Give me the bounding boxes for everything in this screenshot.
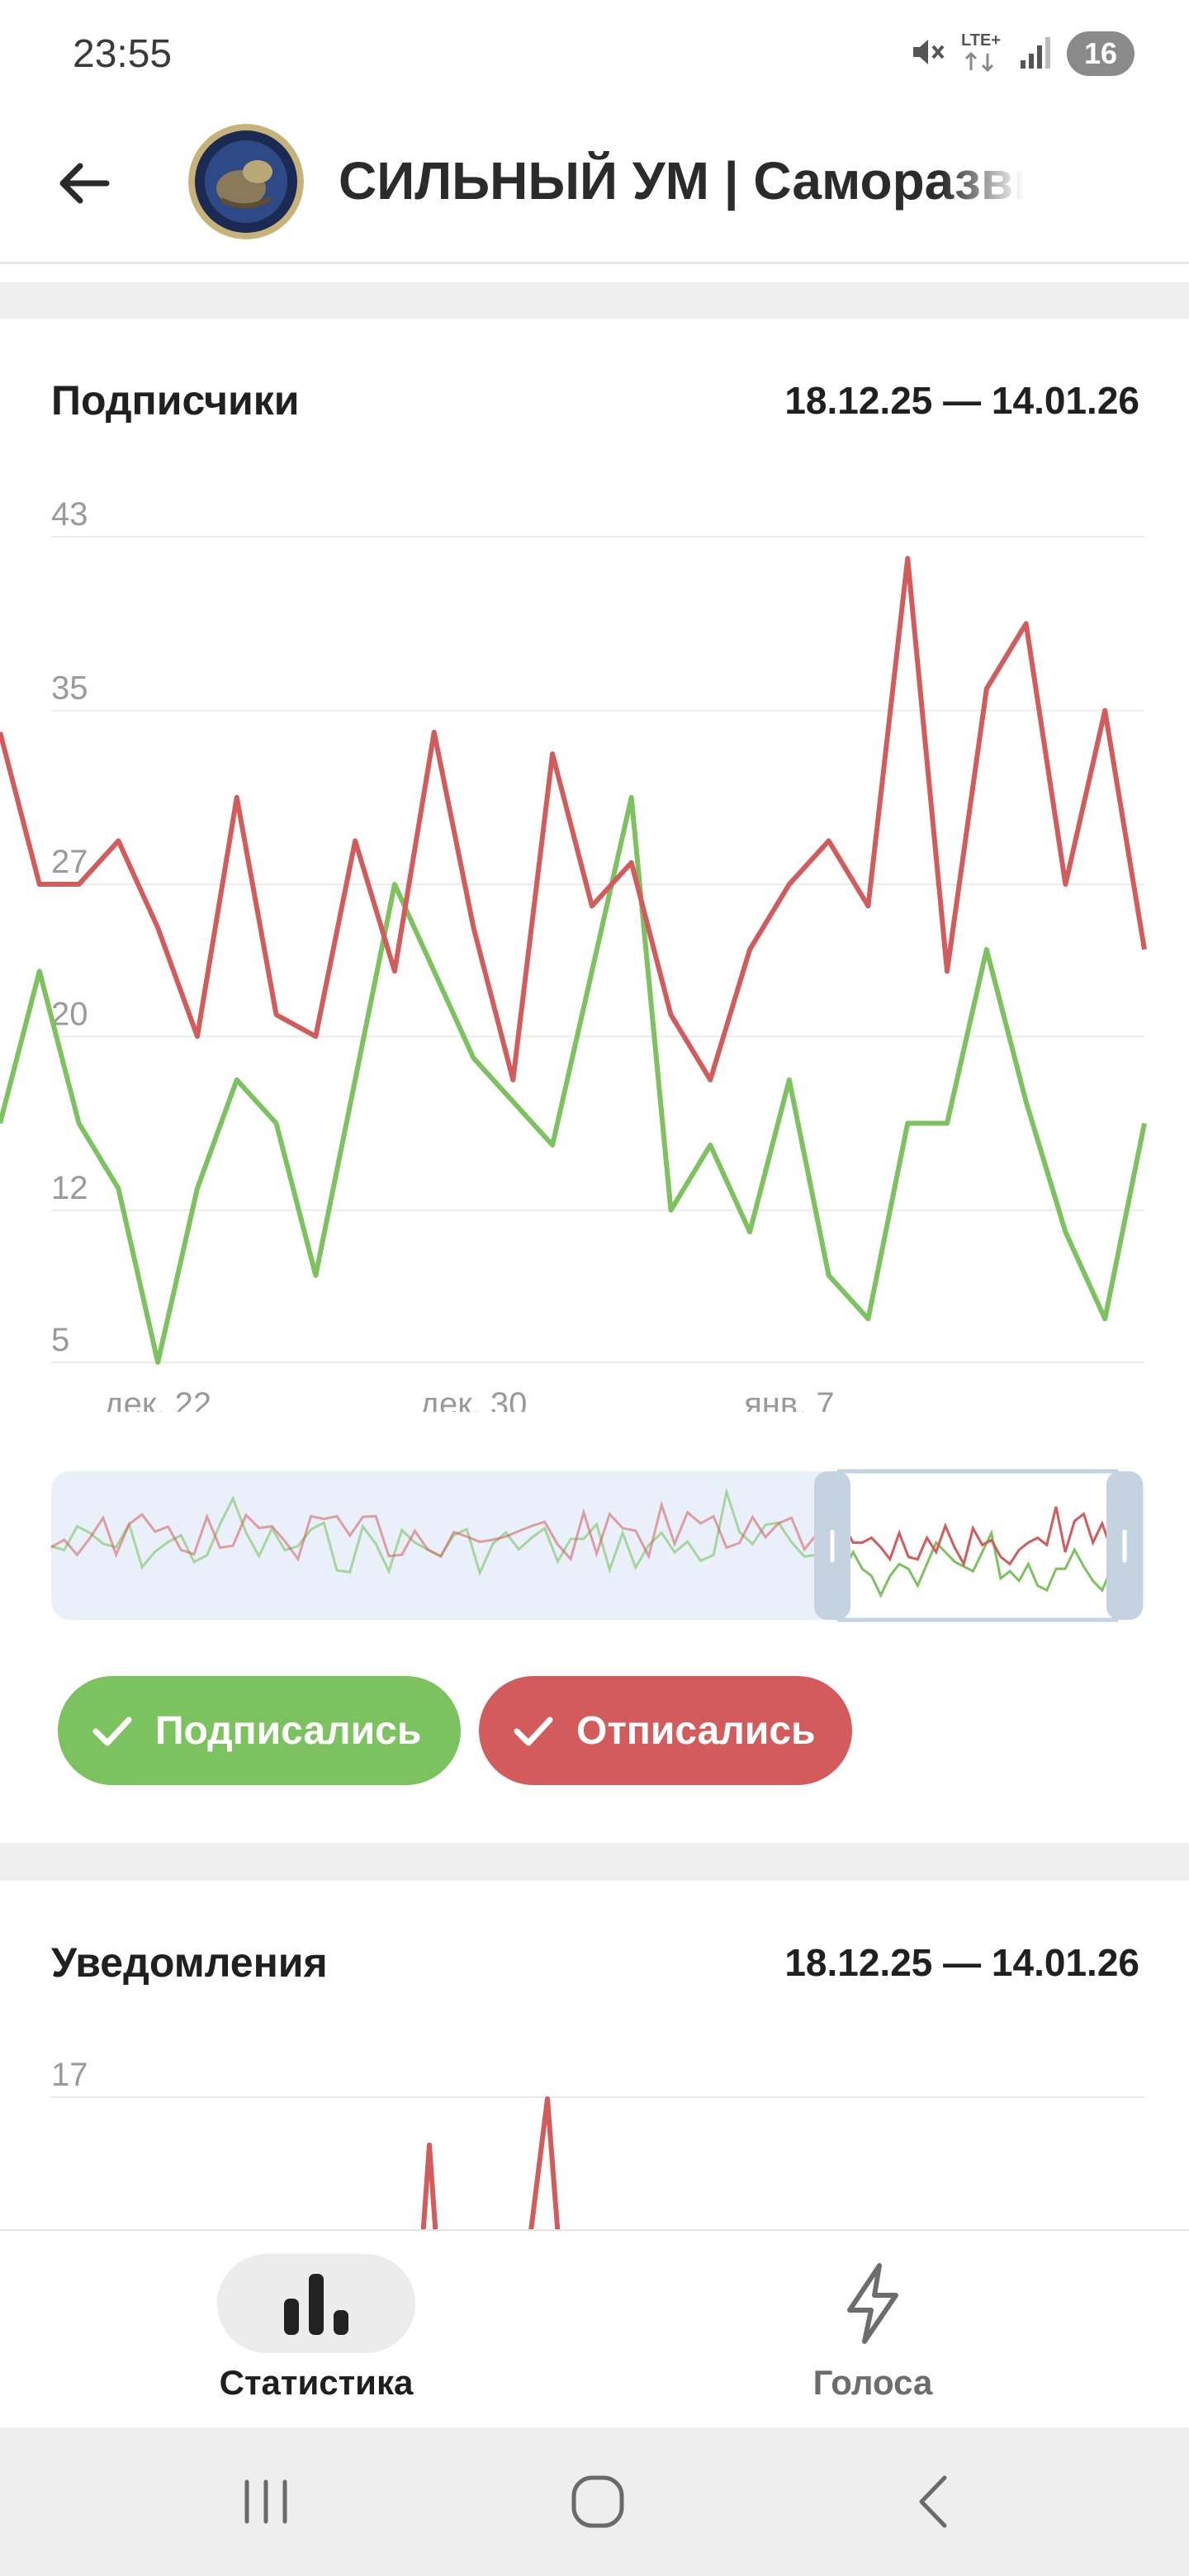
- notifications-card: Уведомления 18.12.25 — 14.01.26: [0, 1881, 1189, 2229]
- system-back-button[interactable]: [892, 2469, 974, 2535]
- chart-range-navigator[interactable]: [0, 1461, 1189, 1627]
- home-icon: [571, 2475, 624, 2528]
- nav-statistics-pill: [217, 2254, 415, 2353]
- series-line: [420, 2143, 438, 2229]
- notifications-chart[interactable]: 17: [0, 2048, 1189, 2229]
- system-navigation-bar: [0, 2427, 1189, 2576]
- channel-avatar[interactable]: [188, 124, 304, 239]
- series-line: [0, 794, 1147, 1365]
- y-tick-label: 20: [51, 996, 88, 1032]
- channel-title: СИЛЬНЫЙ УМ | Саморазвитие: [339, 151, 1024, 211]
- y-tick-label: 35: [51, 670, 88, 707]
- subscribed-toggle[interactable]: Подписались: [58, 1676, 461, 1785]
- battery-icon: 16: [1067, 31, 1135, 76]
- x-tick-label: янв. 7: [744, 1386, 834, 1412]
- lightning-icon: [847, 2263, 898, 2344]
- home-button[interactable]: [557, 2469, 639, 2535]
- check-icon: [514, 1717, 553, 1746]
- navigator-window: [839, 1471, 1116, 1620]
- navigator-window-border: [837, 1469, 1118, 1622]
- bar-chart-icon: [284, 2274, 348, 2335]
- check-icon: [92, 1717, 132, 1746]
- navigator-series-line: [50, 1500, 819, 1562]
- y-tick-label: 5: [51, 1322, 69, 1358]
- app-header: СИЛЬНЫЙ УМ | Саморазвитие: [0, 107, 1189, 264]
- series-line: [528, 2096, 561, 2229]
- y-tick-label: 27: [51, 844, 88, 880]
- status-time: 23:55: [73, 32, 173, 76]
- signal-icon: [1019, 34, 1055, 74]
- notifications-title: Уведомления: [51, 1939, 328, 1986]
- subscribers-date-range[interactable]: 18.12.25 — 14.01.26: [784, 379, 1139, 422]
- notifications-date-range[interactable]: 18.12.25 — 14.01.26: [784, 1941, 1139, 1984]
- y-tick-label: 17: [51, 2057, 88, 2093]
- bottom-navigation: Статистика Голоса: [0, 2229, 1189, 2427]
- subscribers-title: Подписчики: [51, 377, 300, 424]
- nav-votes[interactable]: Голоса: [724, 2254, 1021, 2411]
- lte-label: LTE+: [961, 31, 1001, 50]
- y-tick-label: 12: [51, 1170, 88, 1206]
- mute-icon: [908, 33, 946, 75]
- section-divider: [0, 1843, 1189, 1881]
- nav-statistics-label: Статистика: [219, 2363, 414, 2402]
- series-line: [0, 556, 1147, 1082]
- nav-votes-pill: [774, 2254, 972, 2353]
- lte-icon: LTE+: [958, 29, 1007, 79]
- section-divider: [0, 282, 1189, 319]
- subscribed-toggle-label: Подписались: [155, 1708, 422, 1753]
- navigator-window-line: [842, 1506, 1113, 1568]
- recent-apps-button[interactable]: [225, 2469, 307, 2535]
- x-tick-label: дек. 22: [104, 1386, 211, 1412]
- back-button[interactable]: [51, 150, 117, 216]
- status-icons: LTE+ 16: [908, 30, 1135, 78]
- unsubscribed-toggle[interactable]: Отписались: [479, 1676, 852, 1785]
- nav-votes-label: Голоса: [812, 2363, 933, 2402]
- x-tick-label: дек. 30: [420, 1386, 528, 1412]
- chevron-left-icon: [919, 2475, 947, 2528]
- arrow-left-icon: [59, 163, 110, 204]
- recent-apps-icon: [244, 2479, 287, 2524]
- navigator-window-line: [842, 1529, 1113, 1598]
- unsubscribed-toggle-label: Отписались: [576, 1708, 816, 1753]
- subscribers-chart[interactable]: 5 12 20 27 35 43 дек. 22 дек. 30 янв. 7: [0, 462, 1189, 1412]
- status-bar: 23:55 LTE+ 16: [0, 0, 1189, 107]
- y-tick-label: 43: [51, 496, 88, 533]
- nav-statistics[interactable]: Статистика: [168, 2254, 465, 2411]
